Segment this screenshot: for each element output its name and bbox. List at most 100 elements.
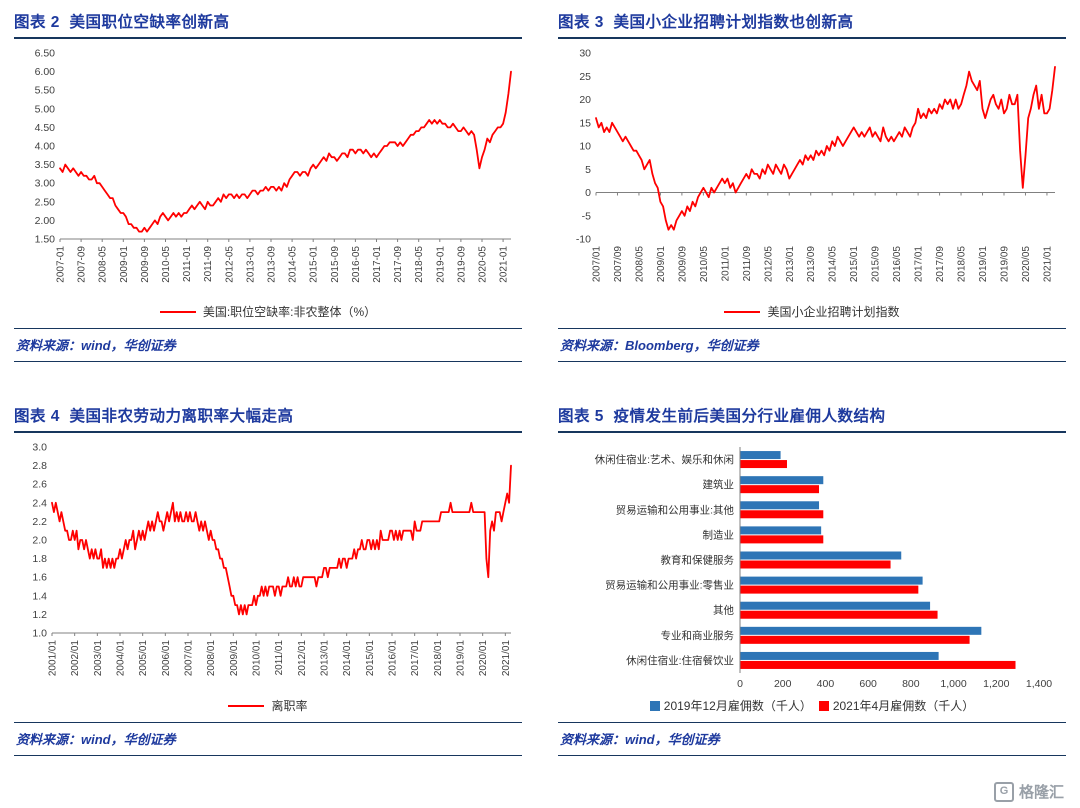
svg-text:2021/01: 2021/01 (1042, 246, 1053, 283)
chart-area: 1.0 1.2 1.4 1.6 1.8 2.0 2.2 2.4 2.6 2.8 3.0 2001/01… (14, 439, 522, 697)
svg-text:2015-01: 2015-01 (308, 246, 319, 283)
legend-label: 离职率 (271, 699, 308, 713)
source-text: 资料来源：wind，华创证券 (16, 732, 176, 747)
svg-text:2011-09: 2011-09 (203, 246, 214, 282)
svg-text:4.00: 4.00 (34, 141, 55, 153)
svg-text:2020-05: 2020-05 (477, 246, 488, 283)
hiring-plans-line-chart: -10 -5 0 5 10 15 20 25 30 2007/01 2007/09 2008/05 20… (575, 48, 1056, 283)
svg-text:5: 5 (585, 164, 591, 176)
svg-text:2002/01: 2002/01 (70, 640, 81, 677)
svg-text:2020/01: 2020/01 (478, 640, 489, 677)
title-rule (14, 431, 522, 433)
svg-text:10: 10 (579, 141, 591, 153)
svg-text:2019/09: 2019/09 (999, 246, 1010, 283)
svg-text:2.50: 2.50 (34, 196, 55, 208)
source-note: 资料来源：wind，华创证券 (14, 722, 522, 756)
svg-text:2013-01: 2013-01 (245, 246, 256, 283)
panel-title-chart2: 图表 2 美国职位空缺率创新高 (14, 14, 230, 31)
source-note: 资料来源：wind，华创证券 (558, 722, 1066, 756)
svg-text:2009/09: 2009/09 (677, 246, 688, 283)
svg-text:2003/01: 2003/01 (92, 640, 103, 677)
source-text: 资料来源：wind，华创证券 (560, 732, 720, 747)
panel-title-chart4: 图表 4 美国非农劳动力离职率大幅走高 (14, 408, 294, 425)
svg-text:2017-09: 2017-09 (393, 246, 404, 283)
svg-text:1.2: 1.2 (32, 609, 47, 621)
gelonghui-watermark-text: 格隆汇 (1018, 784, 1064, 801)
legend-label: 2021年4月雇佣数（千人） (832, 699, 975, 713)
svg-text:2007-01: 2007-01 (55, 246, 66, 283)
red-line-marker-icon (159, 310, 196, 313)
svg-text:贸易运输和公用事业:其他: 贸易运输和公用事业:其他 (615, 503, 734, 516)
svg-text:2009-09: 2009-09 (139, 246, 150, 283)
svg-text:2009/01: 2009/01 (655, 246, 666, 283)
svg-text:4.50: 4.50 (34, 122, 55, 134)
svg-text:2.0: 2.0 (32, 535, 47, 547)
svg-text:2011/09: 2011/09 (741, 246, 752, 282)
svg-text:2009/01: 2009/01 (228, 640, 239, 677)
charts-grid: 图表 2 美国职位空缺率创新高 1.50 2.00 2.50 3.00 3.50 4.00… (14, 10, 1066, 756)
svg-text:2006/01: 2006/01 (160, 640, 171, 677)
svg-text:1.6: 1.6 (32, 572, 47, 584)
svg-text:2008-05: 2008-05 (97, 246, 108, 283)
legend-label: 美国:职位空缺率:非农整体（%） (202, 305, 377, 319)
svg-text:2.8: 2.8 (32, 460, 47, 472)
svg-text:3.00: 3.00 (34, 178, 55, 190)
source-text: 资料来源：Bloomberg，华创证券 (560, 338, 759, 353)
svg-text:400: 400 (816, 678, 834, 690)
svg-text:2014-05: 2014-05 (287, 246, 298, 283)
svg-text:2015/01: 2015/01 (849, 246, 860, 283)
svg-text:建筑业: 建筑业 (702, 478, 734, 491)
svg-text:其他: 其他 (713, 604, 734, 617)
svg-text:2007/01: 2007/01 (183, 640, 194, 677)
svg-text:2017/09: 2017/09 (935, 246, 946, 283)
svg-text:2008/01: 2008/01 (206, 640, 217, 677)
chart-legend: 离职率 (14, 697, 522, 714)
source-note: 资料来源：Bloomberg，华创证券 (558, 328, 1066, 362)
svg-text:2019/01: 2019/01 (978, 246, 989, 283)
legend-label: 美国小企业招聘计划指数 (767, 305, 900, 319)
svg-text:1.4: 1.4 (32, 590, 47, 602)
svg-text:15: 15 (579, 117, 591, 129)
svg-text:2011-01: 2011-01 (182, 246, 193, 282)
svg-text:1.0: 1.0 (32, 628, 47, 640)
svg-text:2013/01: 2013/01 (319, 640, 330, 677)
svg-text:2005/01: 2005/01 (138, 640, 149, 677)
source-note: 资料来源：wind，华创证券 (14, 328, 522, 362)
svg-text:1,200: 1,200 (983, 678, 1009, 690)
chart-area: -10 -5 0 5 10 15 20 25 30 2007/01 2007/09 2008/05 20… (558, 45, 1066, 303)
svg-text:25: 25 (579, 71, 591, 83)
chart-legend: 美国:职位空缺率:非农整体（%） (14, 303, 522, 320)
svg-text:2007/01: 2007/01 (591, 246, 602, 283)
panel-title-chart5: 图表 5 疫情发生前后美国分行业雇佣人数结构 (558, 408, 886, 425)
title-rule (14, 37, 522, 39)
svg-text:休闲住宿业:住宿餐饮业: 休闲住宿业:住宿餐饮业 (626, 654, 734, 667)
legend-item-2021: 2021年4月雇佣数（千人） (818, 697, 975, 714)
svg-text:1.8: 1.8 (32, 553, 47, 565)
source-text: 资料来源：wind，华创证券 (16, 338, 176, 353)
svg-text:2016/01: 2016/01 (387, 640, 398, 677)
svg-text:2018-05: 2018-05 (414, 246, 425, 283)
svg-text:2013/01: 2013/01 (784, 246, 795, 283)
svg-text:2015/09: 2015/09 (870, 246, 881, 283)
svg-text:2008/05: 2008/05 (634, 246, 645, 283)
legend-item-2019: 2019年12月雇佣数（千人） (649, 697, 812, 714)
svg-text:2.4: 2.4 (32, 497, 47, 509)
svg-text:2.6: 2.6 (32, 479, 47, 491)
svg-text:2012/01: 2012/01 (296, 640, 307, 677)
svg-text:2001/01: 2001/01 (47, 640, 58, 677)
panel-quits-rate: 图表 4 美国非农劳动力离职率大幅走高 1.0 1.2 1.4 1.6 1.8 2.0 2.… (14, 404, 522, 756)
svg-text:6.00: 6.00 (34, 66, 55, 78)
svg-text:贸易运输和公用事业:零售业: 贸易运输和公用事业:零售业 (605, 579, 734, 592)
svg-text:30: 30 (579, 48, 591, 60)
svg-text:2014/05: 2014/05 (827, 246, 838, 283)
svg-text:-10: -10 (575, 234, 590, 246)
svg-text:2.00: 2.00 (34, 215, 55, 227)
svg-text:2010/05: 2010/05 (698, 246, 709, 283)
svg-text:2018/01: 2018/01 (432, 640, 443, 677)
svg-text:2017/01: 2017/01 (913, 246, 924, 283)
legend-label: 2019年12月雇佣数（千人） (663, 699, 812, 713)
svg-text:200: 200 (773, 678, 791, 690)
gelonghui-logo-icon: G (993, 781, 1014, 802)
panel-hiring-plans: 图表 3 美国小企业招聘计划指数也创新高 -10 -5 0 5 10 15 20 25 30 20… (558, 10, 1066, 362)
